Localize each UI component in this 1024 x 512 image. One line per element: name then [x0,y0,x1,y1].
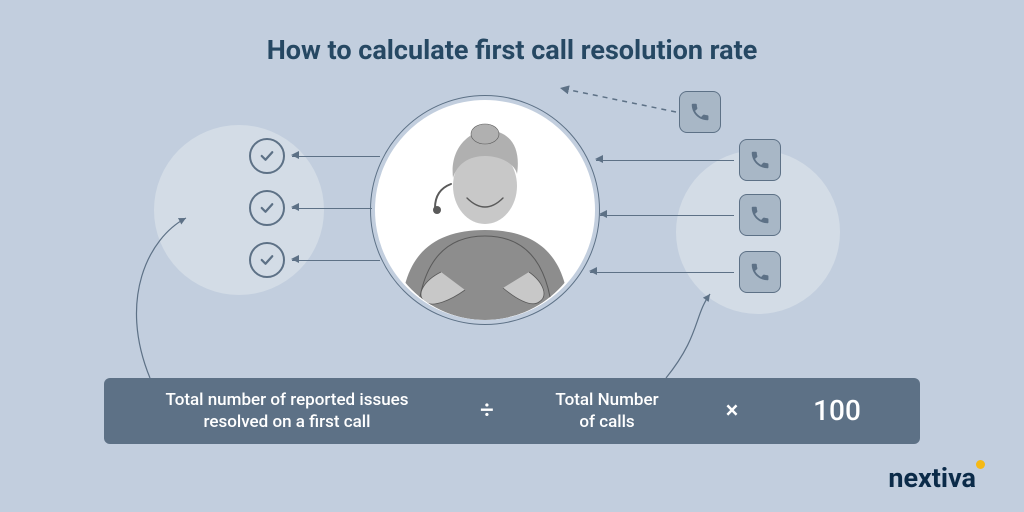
connector-line [292,156,380,157]
connector-line [600,215,734,216]
connector-line [590,272,734,273]
arrow-head-icon [595,155,603,163]
connector-line [596,160,734,161]
infographic-canvas: How to calculate first call resolution r… [0,0,1024,512]
connector-line [292,208,372,209]
phone-icon [739,194,781,236]
agent-figure [381,112,589,320]
phone-icon [739,139,781,181]
arrow-head-icon [291,151,299,159]
brand-text: nextiva [888,462,976,494]
formula-multiplier: 100 [767,393,907,429]
connector-line [292,260,380,261]
formula-bar: Total number of reported issues resolved… [104,378,920,444]
check-icon [249,190,285,226]
check-icon [249,242,285,278]
formula-denominator: Total Number of calls [517,389,697,433]
phone-icon [739,251,781,293]
arrow-head-icon [291,203,299,211]
brand-logo: nextiva [888,462,976,494]
page-title: How to calculate first call resolution r… [0,34,1024,66]
phone-icon [679,91,721,133]
arrow-head-icon [589,267,597,275]
formula-numerator: Total number of reported issues resolved… [117,389,457,433]
arrow-head-icon [599,210,607,218]
check-icon [249,138,285,174]
brand-dot-icon [976,460,985,469]
formula-multiply: × [697,395,767,426]
formula-divide: ÷ [457,395,517,426]
arrow-head-icon [291,255,299,263]
